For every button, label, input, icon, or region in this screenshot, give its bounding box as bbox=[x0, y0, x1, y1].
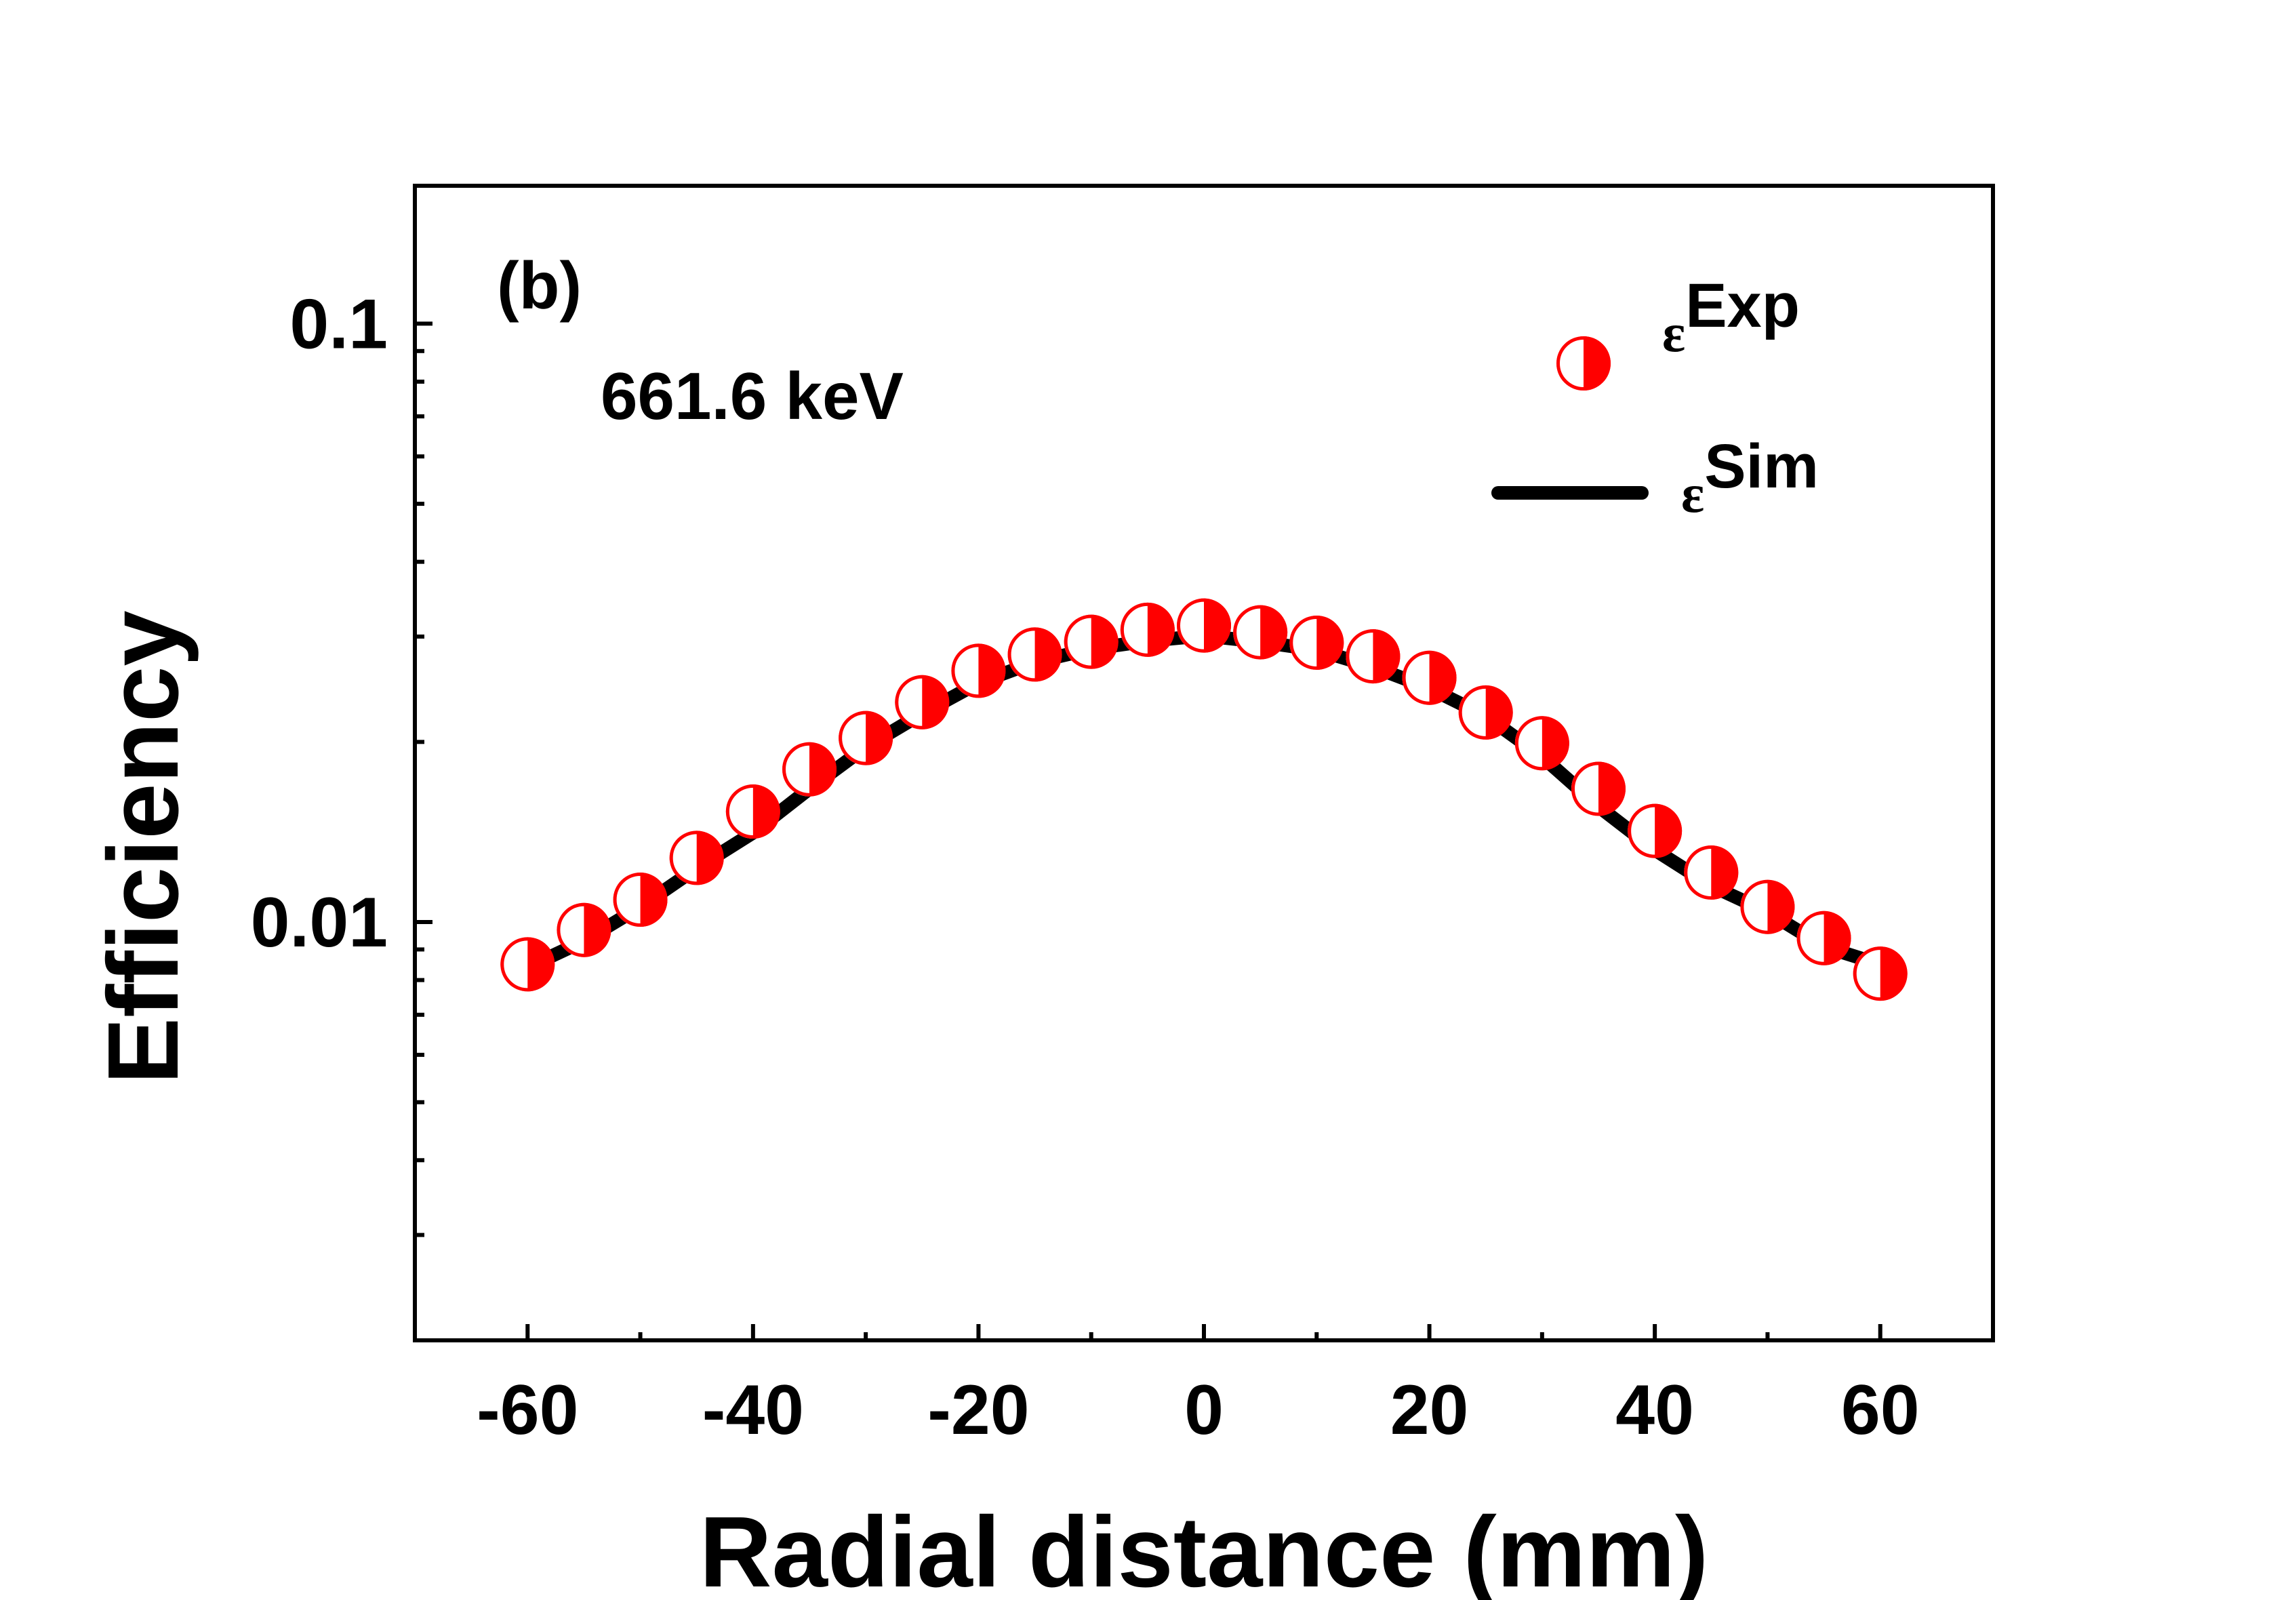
exp-point bbox=[1177, 598, 1231, 653]
exp-point bbox=[1064, 614, 1119, 669]
legend-exp-symbol-marker bbox=[1556, 336, 1611, 391]
exp-point bbox=[613, 873, 668, 927]
legend-exp-symbol-marker-ring bbox=[1556, 336, 1611, 391]
exp-point bbox=[669, 831, 724, 885]
exp-point-ring bbox=[500, 937, 555, 992]
exp-point bbox=[1120, 602, 1175, 657]
exp-point bbox=[557, 902, 611, 957]
exp-point-ring bbox=[1740, 879, 1795, 934]
y-axis-title: Efficiency bbox=[87, 610, 199, 1084]
exp-point bbox=[1458, 685, 1513, 740]
exp-point bbox=[1289, 615, 1344, 670]
exp-point-ring bbox=[1571, 761, 1626, 816]
legend: εExp εSim bbox=[1491, 271, 1819, 524]
y-axis-ticks: 0.1 0.01 bbox=[251, 285, 432, 1342]
exp-point bbox=[1853, 946, 1908, 1001]
exp-point bbox=[1514, 716, 1569, 771]
exp-point bbox=[1007, 627, 1062, 682]
exp-point-ring bbox=[1628, 803, 1683, 858]
exp-point-ring bbox=[1064, 614, 1119, 669]
x-tick-label: -40 bbox=[702, 1371, 804, 1449]
exp-point bbox=[1684, 845, 1739, 900]
energy-label: 661.6 keV bbox=[601, 359, 904, 433]
exp-point bbox=[895, 675, 950, 729]
exp-point-ring bbox=[1007, 627, 1062, 682]
exp-point-ring bbox=[1289, 615, 1344, 670]
exp-point bbox=[839, 711, 893, 765]
panel-label: (b) bbox=[497, 248, 582, 323]
y-tick-label: 0.1 bbox=[289, 285, 388, 363]
x-tick-label: 20 bbox=[1390, 1371, 1469, 1449]
exp-point-ring bbox=[1458, 685, 1513, 740]
exp-point bbox=[1233, 605, 1288, 660]
legend-sim-symbol: ε bbox=[1681, 464, 1704, 524]
x-tick-label: 60 bbox=[1841, 1371, 1920, 1449]
x-tick-label: 40 bbox=[1615, 1371, 1694, 1449]
x-tick-label: 0 bbox=[1184, 1371, 1224, 1449]
exp-point bbox=[1571, 761, 1626, 816]
x-tick-label: -60 bbox=[477, 1371, 578, 1449]
x-axis-title: Radial distance (mm) bbox=[700, 1496, 1709, 1600]
exp-point-ring bbox=[669, 831, 724, 885]
exp-point-ring bbox=[725, 784, 780, 839]
exp-point bbox=[725, 784, 780, 839]
exp-point-ring bbox=[1177, 598, 1231, 653]
exp-point bbox=[500, 937, 555, 992]
exp-point bbox=[782, 742, 837, 797]
exp-point-ring bbox=[951, 643, 1006, 698]
legend-sim-label: εSim bbox=[1681, 432, 1819, 524]
exp-point bbox=[951, 643, 1006, 698]
exp-point-ring bbox=[613, 873, 668, 927]
exp-point-ring bbox=[557, 902, 611, 957]
legend-sim-text: Sim bbox=[1704, 432, 1819, 501]
exp-point-ring bbox=[1796, 911, 1851, 965]
exp-point-ring bbox=[1120, 602, 1175, 657]
exp-point bbox=[1402, 650, 1457, 705]
exp-point bbox=[1346, 629, 1401, 684]
exp-point-ring bbox=[782, 742, 837, 797]
legend-exp-marker bbox=[1556, 336, 1611, 391]
exp-point-ring bbox=[1514, 716, 1569, 771]
exp-point-ring bbox=[1684, 845, 1739, 900]
exp-series bbox=[500, 598, 1908, 1001]
legend-exp-label: εExp bbox=[1662, 271, 1800, 363]
exp-point-ring bbox=[1346, 629, 1401, 684]
exp-point-ring bbox=[839, 711, 893, 765]
exp-point-ring bbox=[1853, 946, 1908, 1001]
exp-point bbox=[1740, 879, 1795, 934]
exp-point-ring bbox=[1233, 605, 1288, 660]
x-tick-label: -20 bbox=[927, 1371, 1029, 1449]
exp-point bbox=[1628, 803, 1683, 858]
legend-exp-symbol: ε bbox=[1662, 304, 1685, 363]
legend-exp-text: Exp bbox=[1685, 271, 1800, 340]
exp-point-ring bbox=[1402, 650, 1457, 705]
x-axis-ticks: -60 -40 -20 0 20 40 60 bbox=[477, 1324, 1920, 1449]
exp-point-ring bbox=[895, 675, 950, 729]
y-tick-label: 0.01 bbox=[251, 883, 388, 962]
exp-point bbox=[1796, 911, 1851, 965]
